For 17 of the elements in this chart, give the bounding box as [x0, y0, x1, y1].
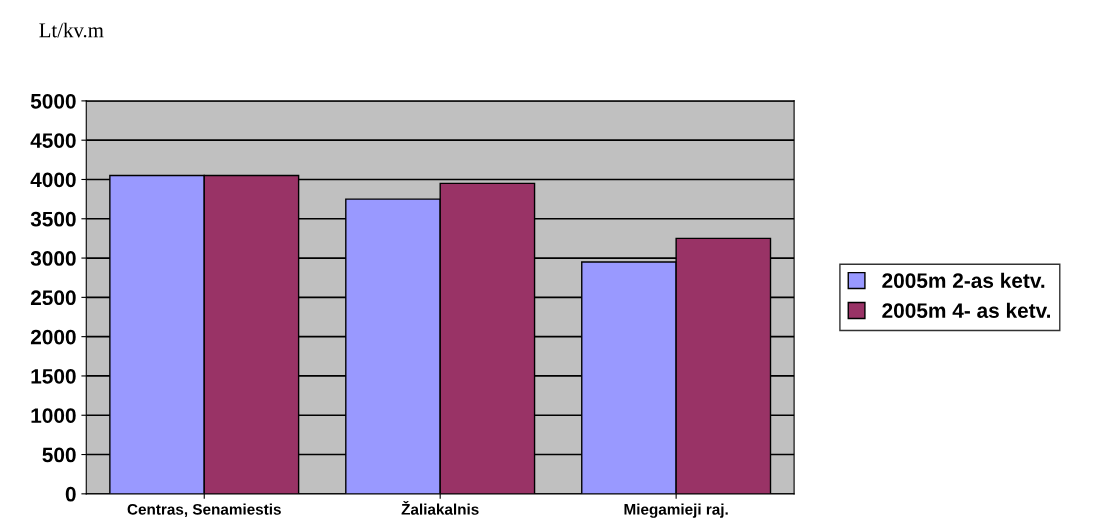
y-tick-label: 1500 [31, 368, 76, 384]
y-tick-label: 4000 [30, 172, 76, 188]
x-tick-label: Miegamieji raj. [624, 503, 728, 518]
legend-label: 2005m 4- as ketv. [882, 302, 1051, 318]
y-tick-label: 2500 [30, 290, 76, 306]
y-tick-label: 3500 [30, 211, 76, 227]
x-tick-label: Centras, Senamiestis [127, 503, 281, 517]
y-tick-label: 500 [42, 447, 76, 463]
x-tick-label: Žaliakalnis [401, 500, 479, 515]
y-tick-label: 3000 [30, 251, 76, 266]
y-axis-title: Lt/kv.m [39, 22, 104, 38]
legend-label: 2005m 2-as ketv. [882, 272, 1045, 289]
y-tick-label: 0 [65, 486, 76, 502]
y-tick-label: 1000 [31, 408, 76, 423]
y-tick-label: 4500 [30, 133, 76, 148]
y-tick-label: 2000 [30, 329, 76, 345]
y-tick-label: 5000 [30, 93, 76, 109]
